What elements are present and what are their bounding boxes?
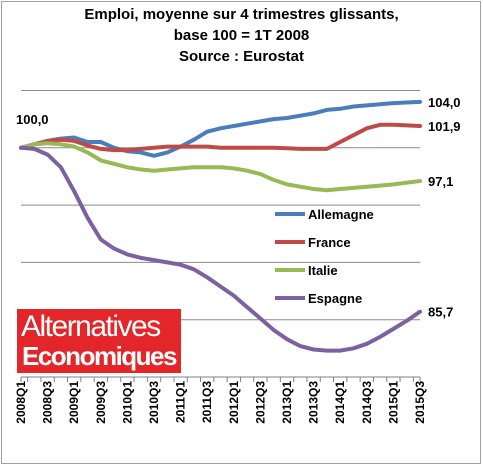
x-tick-label: 2008Q3 xyxy=(41,381,55,424)
alternatives-economiques-logo: Alternatives Economiques xyxy=(17,309,181,373)
x-tick-label: 2011Q3 xyxy=(200,381,214,423)
series-line-espagne xyxy=(19,145,422,353)
series-line-italie xyxy=(19,141,422,193)
title-line-2: base 100 = 1T 2008 xyxy=(173,27,310,44)
x-tick-label: 2011Q1 xyxy=(174,381,188,423)
series-lines xyxy=(19,99,422,353)
series-line-allemagne xyxy=(19,99,422,158)
logo-line-1: Alternatives xyxy=(21,310,161,343)
legend-label-france: France xyxy=(308,235,351,250)
x-tick-label: 2012Q3 xyxy=(253,381,267,424)
x-tick-label: 2009Q1 xyxy=(67,381,81,424)
end-label-espagne: 85,7 xyxy=(428,305,453,320)
end-label-allemagne: 104,0 xyxy=(428,95,461,110)
legend: Allemagne France Italie Espagne xyxy=(275,207,374,306)
x-tick-label: 2015Q3 xyxy=(413,381,427,424)
series-line-france xyxy=(19,122,422,153)
end-label-italie: 97,1 xyxy=(428,174,453,189)
title-line-3: Source : Eurostat xyxy=(178,48,305,65)
x-tick-label: 2010Q3 xyxy=(147,381,161,424)
value-labels: 104,0 101,9 97,1 85,7 100,0 xyxy=(16,95,461,320)
chart-title: Emploi, moyenne sur 4 trimestres glissan… xyxy=(0,4,483,67)
x-tick-label: 2013Q3 xyxy=(307,381,321,424)
x-tick-label: 2014Q1 xyxy=(333,381,347,424)
x-tick-label: 2015Q1 xyxy=(386,381,400,424)
start-label: 100,0 xyxy=(16,112,49,127)
logo-line-2: Economiques xyxy=(22,341,177,371)
x-tick-label: 2009Q3 xyxy=(94,381,108,424)
legend-label-espagne: Espagne xyxy=(308,291,362,306)
x-axis: 2008Q1 2008Q3 2009Q1 2009Q3 2010Q1 2010Q3 2011… xyxy=(14,376,427,424)
x-tick-label: 2012Q1 xyxy=(227,381,241,424)
x-tick-label: 2008Q1 xyxy=(14,381,28,424)
legend-label-italie: Italie xyxy=(308,263,338,278)
legend-label-allemagne: Allemagne xyxy=(308,207,374,222)
end-label-france: 101,9 xyxy=(428,119,461,134)
title-line-1: Emploi, moyenne sur 4 trimestres glissan… xyxy=(84,6,399,23)
x-tick-label: 2014Q3 xyxy=(360,381,374,424)
x-tick-label: 2013Q1 xyxy=(280,381,294,424)
x-tick-label: 2010Q1 xyxy=(120,381,134,424)
